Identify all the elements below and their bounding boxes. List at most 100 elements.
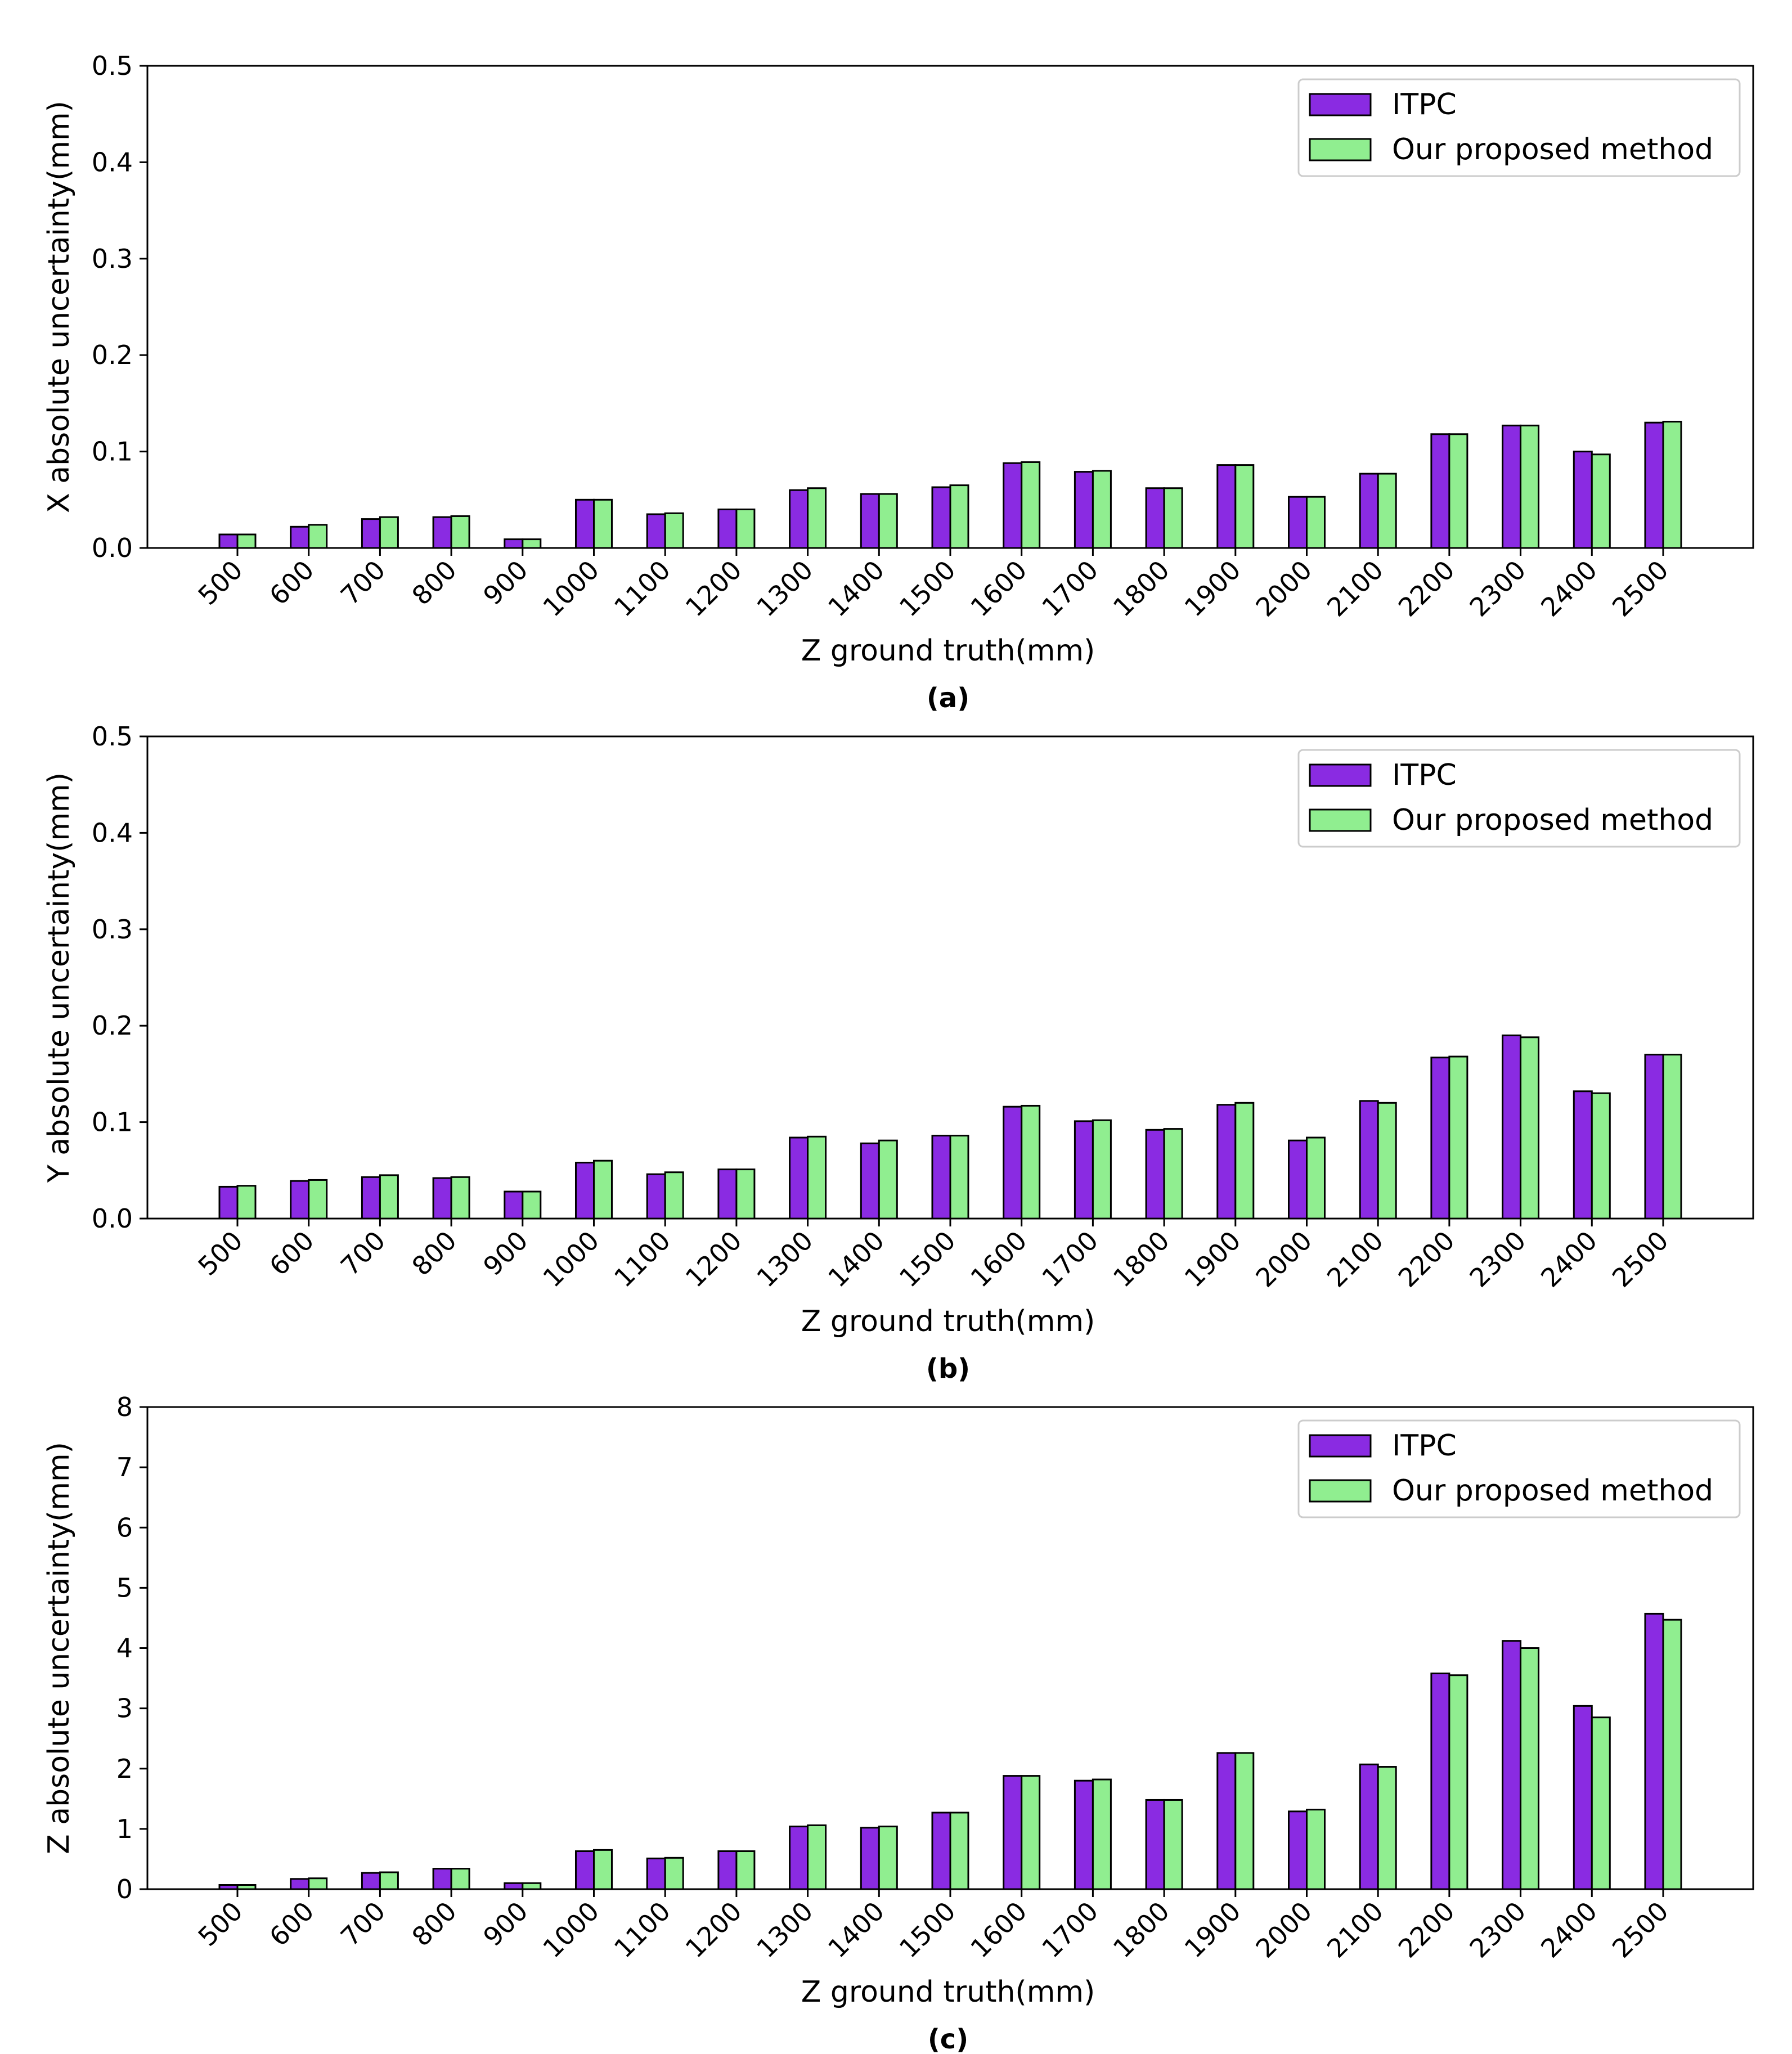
- x-tick-label-600: 600: [263, 1896, 320, 1952]
- bar-proposed-1700: [1092, 1119, 1112, 1220]
- x-tick-label-800: 800: [406, 1896, 462, 1952]
- bar-itpc-600: [290, 1878, 310, 1890]
- x-tick-label-1800: 1800: [1107, 555, 1175, 623]
- bar-proposed-1900: [1234, 464, 1255, 549]
- bar-itpc-2400: [1573, 451, 1593, 549]
- chart-1: 0.0 0.1 0.2 0.3 0.4 0.5 500 600 700 800 900 1000 110…: [42, 51, 1754, 714]
- bar-itpc-1700: [1074, 471, 1094, 549]
- x-tick-label-2400: 2400: [1535, 1225, 1603, 1293]
- bar-itpc-1900: [1216, 464, 1237, 549]
- bar-proposed-2300: [1520, 1036, 1540, 1220]
- x-tick-label-700: 700: [335, 1225, 391, 1282]
- x-tick-label-2300: 2300: [1463, 1225, 1531, 1293]
- x-tick-label-1900: 1900: [1179, 1896, 1247, 1964]
- bar-proposed-2400: [1591, 1716, 1611, 1890]
- x-tick-label-1900: 1900: [1179, 1225, 1247, 1293]
- bar-proposed-1500: [949, 484, 969, 549]
- x-tick-label-2000: 2000: [1250, 1896, 1318, 1964]
- bar-itpc-1300: [789, 1136, 809, 1220]
- bar-itpc-1800: [1145, 1799, 1165, 1890]
- x-tick-label-1000: 1000: [537, 1896, 605, 1964]
- legend-swatch-proposed: [1309, 808, 1372, 832]
- bar-proposed-1800: [1163, 487, 1183, 549]
- bar-itpc-700: [361, 518, 381, 549]
- x-tick-label-1200: 1200: [680, 1225, 748, 1293]
- x-tick-label-1000: 1000: [537, 555, 605, 623]
- bar-proposed-2500: [1662, 420, 1682, 549]
- x-tick-label-1300: 1300: [751, 1225, 819, 1293]
- bar-proposed-1400: [878, 1826, 898, 1890]
- x-tick-label-1800: 1800: [1107, 1896, 1175, 1964]
- y-axis-title: Z absolute uncertainty(mm): [42, 1442, 76, 1854]
- x-tick-label-1600: 1600: [965, 1225, 1033, 1293]
- x-tick-label-1300: 1300: [751, 1896, 819, 1964]
- bar-itpc-1400: [860, 1827, 880, 1890]
- x-tick-label-2500: 2500: [1606, 1225, 1674, 1293]
- bar-proposed-1700: [1092, 1778, 1112, 1890]
- bar-proposed-600: [308, 1179, 328, 1220]
- x-tick-label-1000: 1000: [537, 1225, 605, 1293]
- x-tick-label-600: 600: [263, 555, 320, 611]
- bar-itpc-2200: [1430, 1057, 1450, 1220]
- x-tick-label-2000: 2000: [1250, 1225, 1318, 1293]
- bar-proposed-1400: [878, 493, 898, 549]
- bar-proposed-1200: [735, 1850, 756, 1890]
- bar-itpc-2300: [1502, 1034, 1522, 1220]
- legend-label-itpc: ITPC: [1392, 1429, 1457, 1463]
- bar-proposed-700: [379, 1871, 399, 1890]
- bar-itpc-1400: [860, 1142, 880, 1220]
- x-tick-label-1400: 1400: [822, 1225, 890, 1293]
- bar-itpc-1300: [789, 1826, 809, 1890]
- y-tick-label: 4: [116, 1633, 133, 1664]
- y-tick-label: 0.2: [92, 340, 133, 370]
- x-tick-label-700: 700: [335, 1896, 391, 1952]
- bar-itpc-1200: [717, 508, 738, 549]
- bar-proposed-2500: [1662, 1054, 1682, 1220]
- bar-itpc-1400: [860, 493, 880, 549]
- bar-proposed-1200: [735, 1168, 756, 1220]
- bar-proposed-700: [379, 1174, 399, 1220]
- x-tick-label-1500: 1500: [893, 1896, 962, 1964]
- bar-itpc-2100: [1359, 1100, 1379, 1220]
- chart-3: 0 1 2 3 4 5 6 7 8 500 600 700 800 900 1000 1100 1200 1300…: [42, 1392, 1754, 2054]
- x-tick-label-1500: 1500: [893, 1225, 962, 1293]
- bar-itpc-1500: [931, 1812, 951, 1890]
- bar-proposed-2400: [1591, 1092, 1611, 1220]
- bar-itpc-1500: [931, 486, 951, 549]
- bar-itpc-1300: [789, 489, 809, 549]
- y-tick-label: 0.0: [92, 533, 133, 563]
- x-tick-label-1400: 1400: [822, 555, 890, 623]
- bar-itpc-1000: [575, 1850, 595, 1890]
- bar-proposed-2200: [1448, 1674, 1468, 1890]
- bar-proposed-2000: [1306, 496, 1326, 549]
- bar-itpc-2500: [1644, 1054, 1664, 1220]
- bar-proposed-1000: [593, 1159, 613, 1220]
- x-tick-label-2500: 2500: [1606, 1896, 1674, 1964]
- y-tick-label: 2: [116, 1754, 133, 1784]
- bar-proposed-2200: [1448, 1055, 1468, 1220]
- y-tick-label: 7: [116, 1452, 133, 1482]
- bar-proposed-900: [522, 1190, 542, 1220]
- bar-itpc-1600: [1003, 462, 1023, 549]
- bar-proposed-2100: [1377, 1102, 1397, 1220]
- y-tick-label: 0.3: [92, 914, 133, 945]
- bar-itpc-2400: [1573, 1090, 1593, 1220]
- x-tick-label-1600: 1600: [965, 1896, 1033, 1964]
- bar-proposed-1800: [1163, 1128, 1183, 1220]
- bar-proposed-1300: [807, 487, 827, 549]
- bar-itpc-900: [504, 1882, 524, 1890]
- bar-itpc-900: [504, 538, 524, 549]
- bar-itpc-1200: [717, 1168, 738, 1220]
- bar-proposed-2100: [1377, 1766, 1397, 1890]
- bar-proposed-2300: [1520, 1647, 1540, 1890]
- legend-swatch-itpc: [1309, 1434, 1372, 1458]
- bar-itpc-1100: [646, 1857, 666, 1890]
- legend-label-itpc: ITPC: [1392, 88, 1457, 122]
- bar-proposed-500: [236, 533, 257, 549]
- legend-swatch-itpc: [1309, 763, 1372, 787]
- bar-itpc-2000: [1288, 1810, 1308, 1890]
- bar-itpc-500: [218, 1185, 239, 1220]
- legend-box: [1297, 78, 1741, 177]
- x-tick-label-1100: 1100: [608, 1896, 676, 1964]
- legend-box: [1297, 749, 1741, 848]
